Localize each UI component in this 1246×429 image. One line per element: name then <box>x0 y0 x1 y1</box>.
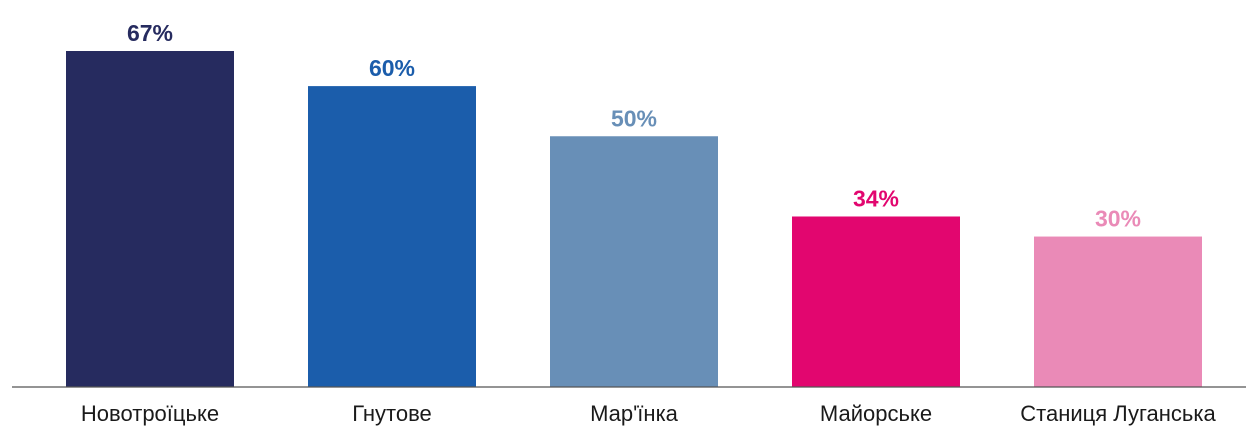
value-labels-layer: 67% 60% 50% 34% 30% <box>127 20 1141 232</box>
bar-1 <box>66 51 234 387</box>
category-label-2: Гнутове <box>352 401 432 426</box>
data-label-1: 67% <box>127 20 173 46</box>
bars-layer <box>66 51 1202 387</box>
category-label-4: Майорське <box>820 401 932 426</box>
bar-4 <box>792 216 960 387</box>
data-label-4: 34% <box>853 185 899 211</box>
data-label-5: 30% <box>1095 206 1141 232</box>
bar-2 <box>308 86 476 387</box>
category-label-1: Новотроїцьке <box>81 401 219 426</box>
bar-5 <box>1034 236 1202 387</box>
category-labels-layer: Новотроїцьке Гнутове Мар'їнка Майорське Стан… <box>81 401 1217 426</box>
category-label-3: Мар'їнка <box>590 401 679 426</box>
category-label-5: Станиця Луганська <box>1020 401 1216 426</box>
data-label-2: 60% <box>369 55 415 81</box>
data-label-3: 50% <box>611 105 657 131</box>
bar-3 <box>550 136 718 387</box>
